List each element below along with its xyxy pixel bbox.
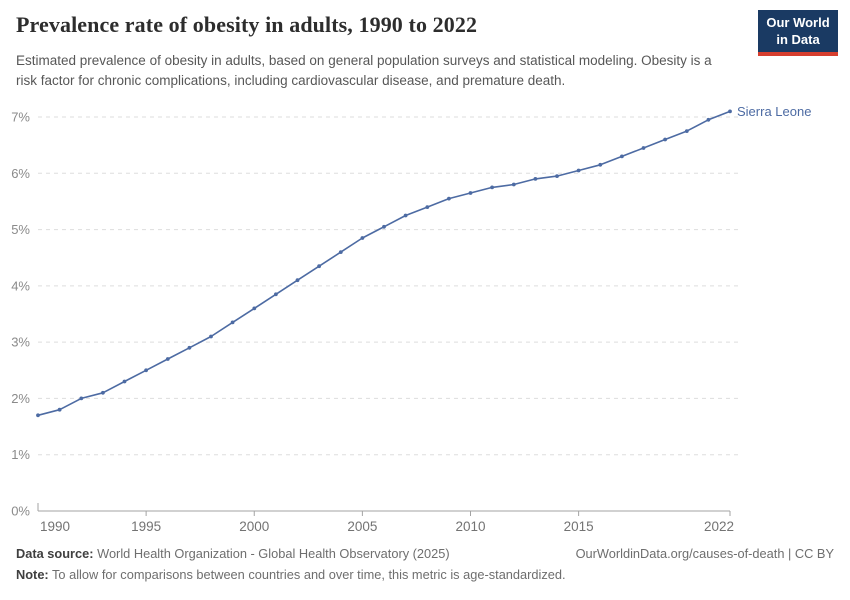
data-point[interactable]	[360, 236, 365, 240]
data-point[interactable]	[425, 205, 430, 210]
data-source-value: World Health Organization - Global Healt…	[97, 546, 450, 561]
data-point[interactable]	[447, 196, 451, 201]
attribution-link[interactable]: OurWorldinData.org/causes-of-death | CC …	[575, 546, 834, 561]
data-point[interactable]	[317, 264, 321, 269]
data-point[interactable]	[382, 224, 386, 229]
data-point[interactable]	[101, 390, 105, 395]
series-line	[37, 110, 731, 417]
data-point[interactable]	[187, 345, 192, 350]
x-axis-label: 2015	[564, 519, 594, 534]
x-axis-label: 1990	[40, 519, 70, 534]
data-point[interactable]	[165, 357, 170, 361]
data-point[interactable]	[209, 334, 213, 339]
data-point[interactable]	[403, 213, 408, 218]
data-point[interactable]	[468, 191, 473, 195]
data-point[interactable]	[620, 154, 624, 159]
data-point[interactable]	[36, 413, 40, 418]
chart-subtitle: Estimated prevalence of obesity in adult…	[16, 53, 712, 88]
data-point[interactable]	[728, 109, 732, 114]
data-point[interactable]	[252, 306, 257, 311]
y-axis-label: 6%	[11, 166, 30, 181]
data-point[interactable]	[122, 379, 127, 384]
x-axis-label: 2022	[704, 519, 734, 534]
y-axis-label: 5%	[11, 222, 30, 237]
y-axis-label: 4%	[11, 278, 30, 293]
page-title: Prevalence rate of obesity in adults, 19…	[16, 12, 478, 37]
data-point[interactable]	[274, 292, 278, 297]
note-line: Note: To allow for comparisons between c…	[16, 566, 566, 583]
y-axis-label: 2%	[11, 391, 30, 406]
data-point[interactable]	[295, 278, 300, 283]
x-axis-label: 1995	[131, 519, 161, 534]
data-point[interactable]	[338, 250, 343, 255]
data-point[interactable]	[706, 117, 711, 122]
data-source-line: Data source: World Health Organization -…	[16, 545, 450, 562]
data-point[interactable]	[641, 146, 646, 150]
y-axis-label: 7%	[11, 110, 30, 125]
note-label: Note:	[16, 567, 49, 582]
x-axis-label: 2005	[347, 519, 377, 534]
data-point[interactable]	[490, 185, 494, 190]
y-axis-label: 3%	[11, 335, 30, 350]
x-axis-label: 2010	[455, 519, 485, 534]
owid-logo-line2: in Data	[776, 31, 820, 47]
data-point[interactable]	[684, 129, 689, 134]
owid-logo[interactable]: Our World in Data	[758, 10, 838, 57]
data-point[interactable]	[576, 168, 581, 173]
data-point[interactable]	[598, 162, 603, 167]
data-point[interactable]	[511, 182, 516, 187]
y-axis-label: 1%	[11, 447, 30, 462]
data-point[interactable]	[533, 177, 538, 181]
data-point[interactable]	[663, 137, 667, 142]
data-point[interactable]	[57, 407, 62, 412]
owid-logo-line1: Our World	[766, 15, 830, 30]
series-end-label[interactable]: Sierra Leone	[737, 104, 811, 119]
data-point[interactable]	[230, 320, 235, 325]
data-source-label: Data source:	[16, 546, 94, 561]
y-axis-label: 0%	[11, 504, 30, 519]
data-point[interactable]	[79, 396, 84, 401]
data-point[interactable]	[555, 174, 559, 179]
note-value: To allow for comparisons between countri…	[52, 567, 566, 582]
x-axis-label: 2000	[239, 519, 269, 534]
data-point[interactable]	[144, 368, 149, 373]
